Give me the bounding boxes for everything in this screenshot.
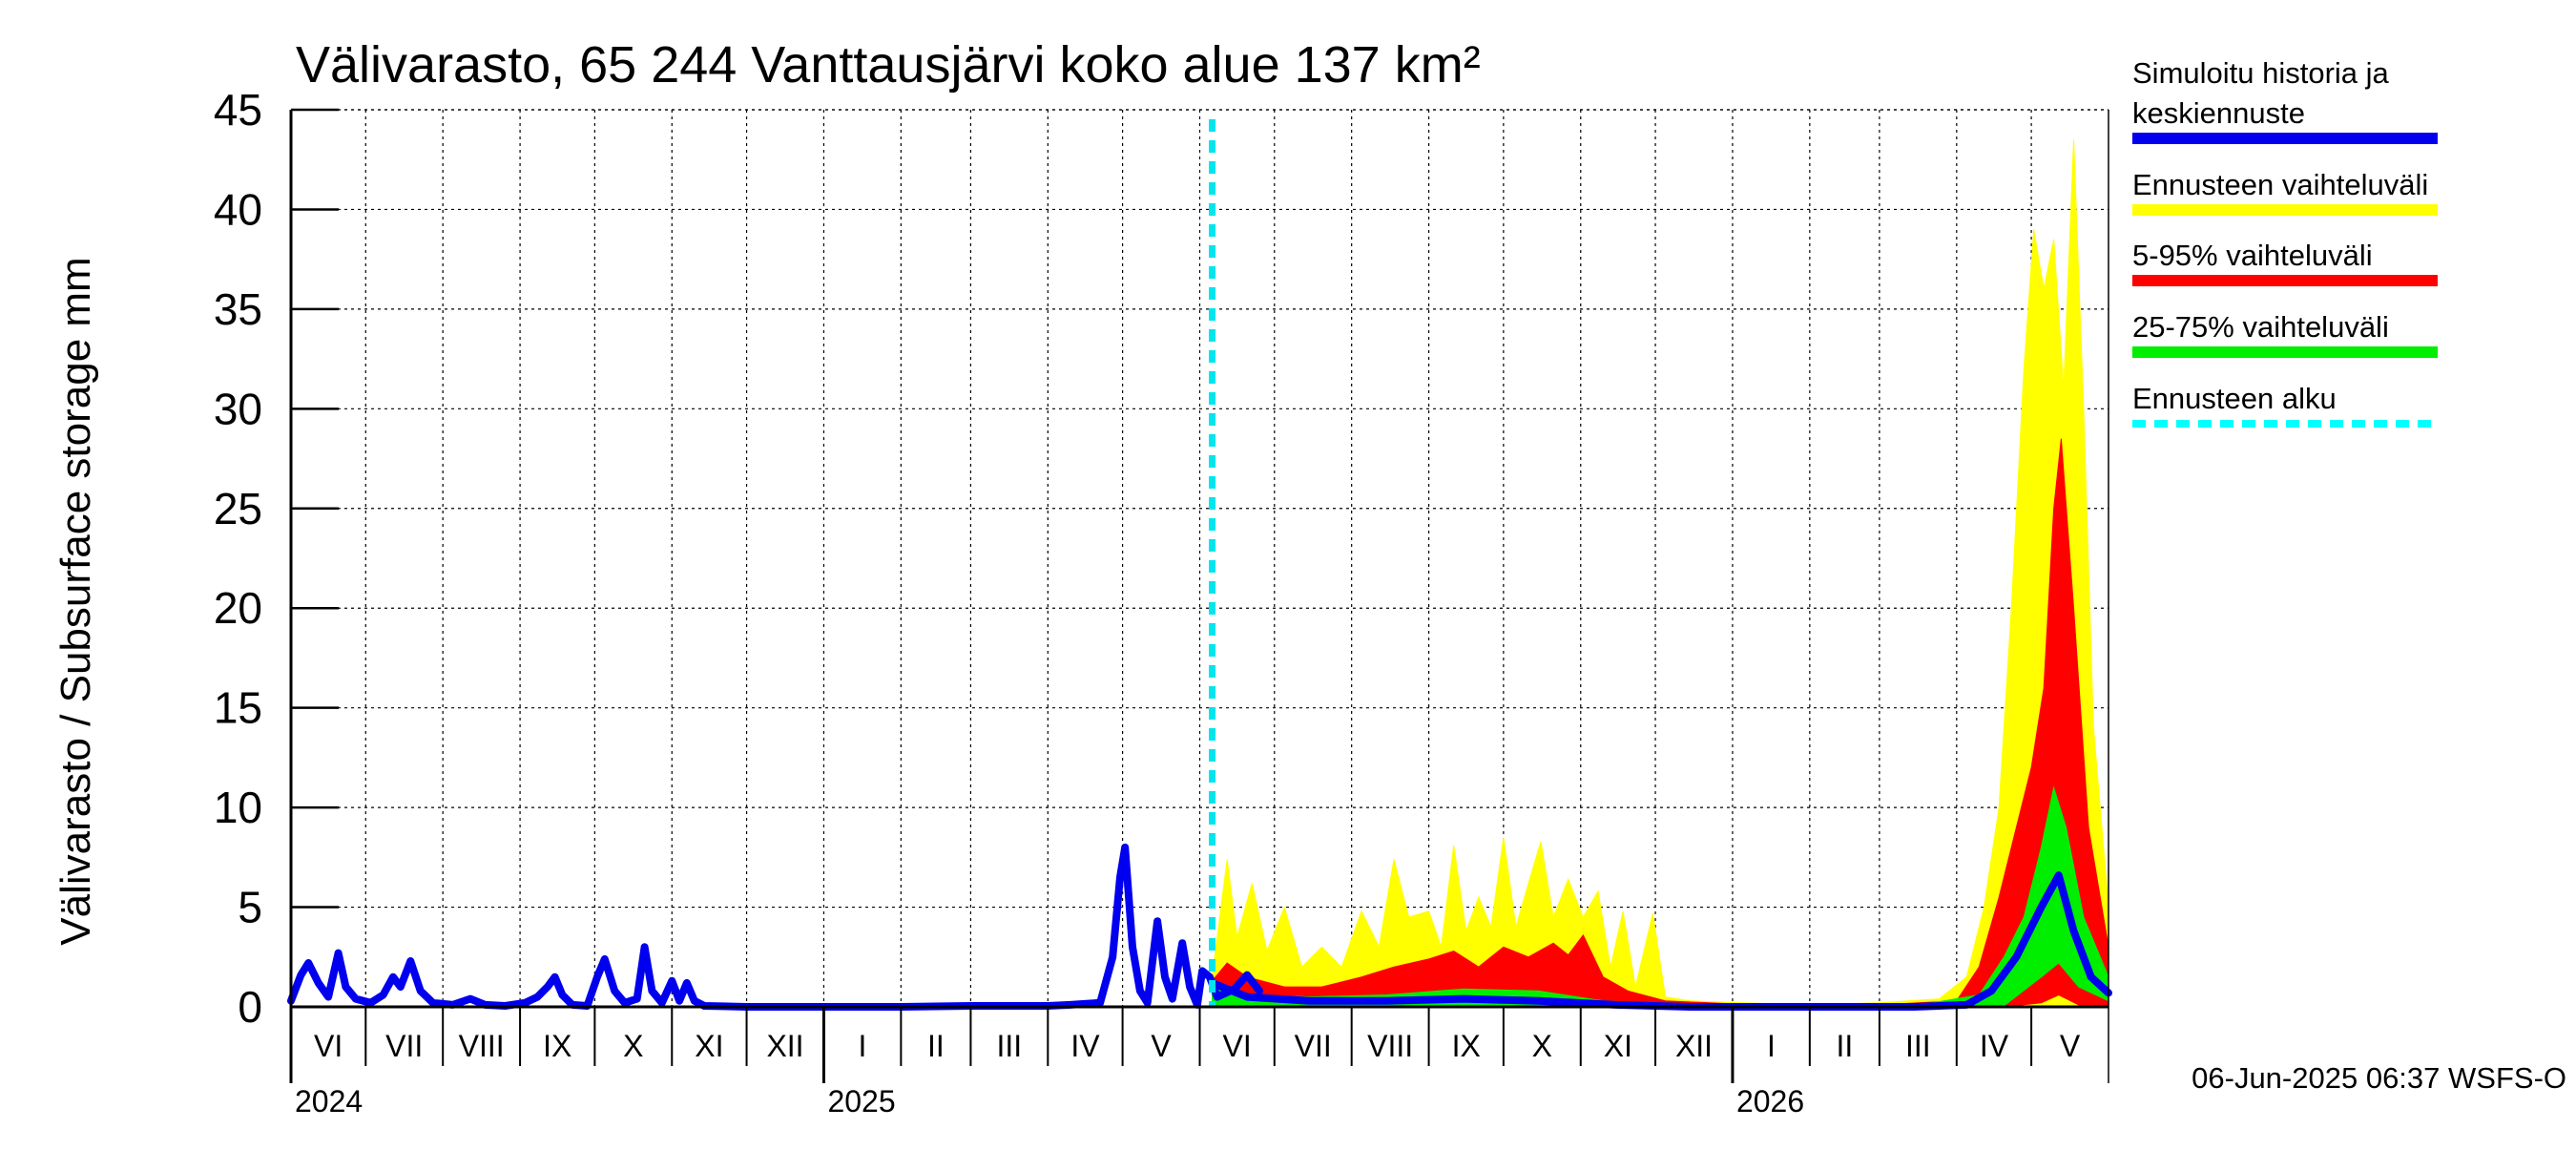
month-label: V <box>2060 1029 2081 1063</box>
legend-label: Ennusteen vaihteluväli <box>2132 168 2428 201</box>
year-label: 2025 <box>827 1084 895 1119</box>
y-axis-label: Välivarasto / Subsurface storage mm <box>52 257 99 945</box>
y-tick-label: 25 <box>214 484 262 533</box>
month-label: IV <box>1070 1029 1100 1063</box>
month-labels: VI VII VIII IX X XI XII I II III IV V VI VII VIII IX X XI… <box>290 1007 2081 1066</box>
year-labels: 2024 2025 2026 <box>295 1007 1804 1119</box>
month-label: V <box>1151 1029 1172 1063</box>
legend: Simuloitu historia ja keskiennuste Ennuste… <box>2132 56 2438 428</box>
legend-label: Ennusteen alku <box>2132 382 2337 415</box>
y-tick-label: 45 <box>214 85 262 135</box>
month-label: XII <box>1675 1029 1713 1063</box>
month-label: IX <box>1452 1029 1481 1063</box>
y-tick-label: 30 <box>214 384 262 433</box>
month-label: VII <box>385 1029 423 1063</box>
month-label: X <box>623 1029 643 1063</box>
month-label: I <box>858 1029 866 1063</box>
month-label: IX <box>543 1029 571 1063</box>
legend-label: keskiennuste <box>2132 96 2305 130</box>
y-tick-label: 5 <box>238 883 262 932</box>
y-tick-label: 10 <box>214 783 262 832</box>
series-line-0 <box>287 843 1264 1011</box>
band-00ee00 <box>1212 785 2109 1007</box>
year-label: 2026 <box>1736 1084 1804 1119</box>
month-label: II <box>927 1029 945 1063</box>
month-label: XI <box>695 1029 723 1063</box>
month-label: I <box>1767 1029 1776 1063</box>
month-label: X <box>1532 1029 1552 1063</box>
month-label: XII <box>766 1029 803 1063</box>
month-label: VII <box>1295 1029 1332 1063</box>
month-label: II <box>1836 1029 1853 1063</box>
y-tick-label: 35 <box>214 284 262 334</box>
month-label: IV <box>1980 1029 2009 1063</box>
y-ticks: 0 5 10 15 20 25 30 35 40 45 <box>214 85 339 1032</box>
y-tick-label: 20 <box>214 583 262 633</box>
month-label: III <box>997 1029 1023 1063</box>
y-tick-label: 40 <box>214 184 262 234</box>
legend-label: Simuloitu historia ja <box>2132 56 2390 90</box>
timestamp: 06-Jun-2025 06:37 WSFS-O <box>2192 1061 2566 1095</box>
month-label: III <box>1905 1029 1931 1063</box>
y-tick-label: 0 <box>238 982 262 1032</box>
grid <box>291 109 2109 1007</box>
month-label: VI <box>1223 1029 1252 1063</box>
y-tick-label: 15 <box>214 683 262 733</box>
legend-label: 5-95% vaihteluväli <box>2132 239 2373 272</box>
legend-label: 25-75% vaihteluväli <box>2132 310 2389 344</box>
month-label: VIII <box>1367 1029 1413 1063</box>
chart-title: Välivarasto, 65 244 Vanttausjärvi koko a… <box>296 36 1481 94</box>
month-label: VIII <box>459 1029 505 1063</box>
month-label: XI <box>1604 1029 1632 1063</box>
month-label: VI <box>314 1029 343 1063</box>
year-label: 2024 <box>295 1084 363 1119</box>
